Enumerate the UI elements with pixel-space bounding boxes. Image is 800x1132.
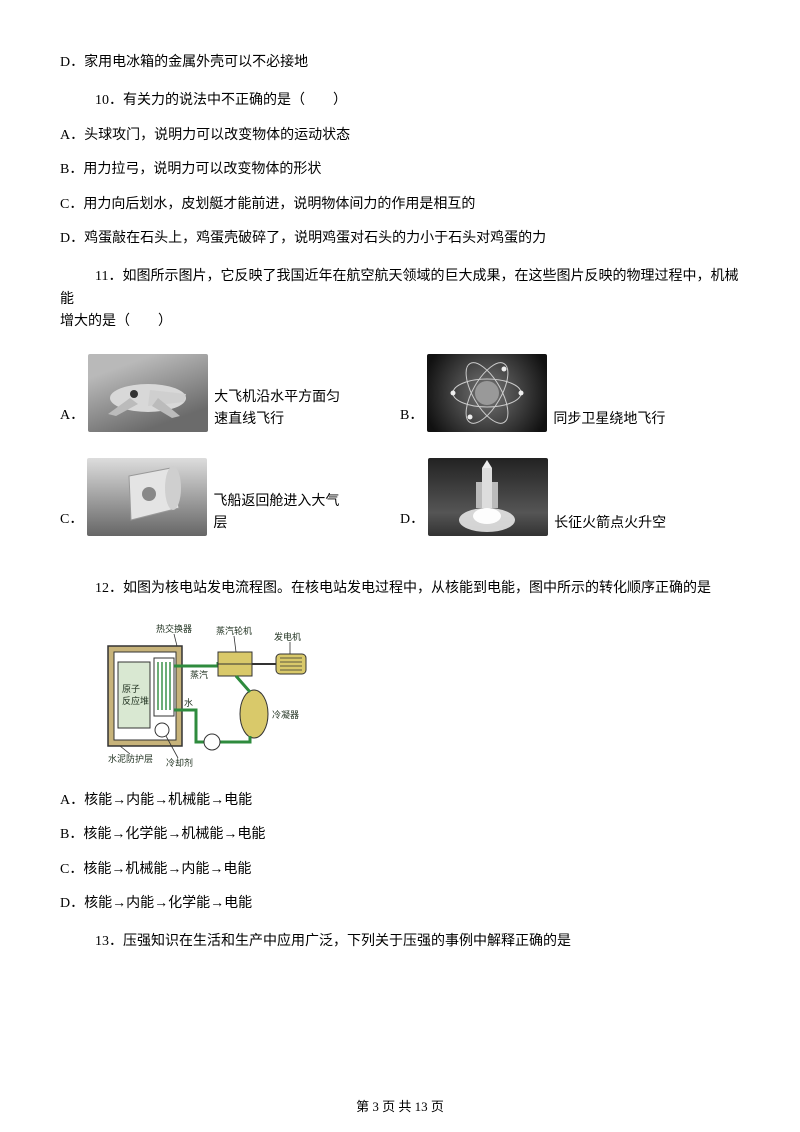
q11-options: A． 大飞机沿水平方面匀 速直线飞行 B． [60,354,740,562]
label-coolant: 冷却剂 [166,757,193,768]
q11-a-text2: 速直线飞行 [214,412,284,427]
capsule-image [87,458,207,536]
q10-option-a: A．头球攻门，说明力可以改变物体的运动状态 [60,125,740,147]
q11-stem: 11．如图所示图片，它反映了我国近年在航空航天领域的巨大成果，在这些图片反映的物… [60,266,740,333]
label-condenser: 冷凝器 [272,709,299,720]
q12-option-c: C．核能→机械能→内能→电能 [60,859,740,881]
label-shield: 水泥防护层 [108,753,153,764]
rocket-image [428,458,548,536]
q11-b-caption: 同步卫星绕地飞行 [553,409,665,431]
label-reactor: 原子 [122,684,140,694]
q12-option-a: A．核能→内能→机械能→电能 [60,790,740,812]
q11-c-text2: 层 [213,516,227,531]
exam-page: D．家用电冰箱的金属外壳可以不必接地 10．有关力的说法中不正确的是（ ） A．… [0,0,800,1132]
q11-option-a: A． 大飞机沿水平方面匀 速直线飞行 [60,354,400,432]
q11-option-c: C． 飞船返回舱进入大气 层 [60,458,400,536]
q11-b-letter: B． [400,405,423,427]
q12-option-d: D．核能→内能→化学能→电能 [60,893,740,915]
q11-a-text1: 大飞机沿水平方面匀 [214,390,340,405]
q12-option-b: B．核能→化学能→机械能→电能 [60,824,740,846]
q10-option-d: D．鸡蛋敲在石头上，鸡蛋壳破碎了，说明鸡蛋对石头的力小于石头对鸡蛋的力 [60,228,740,250]
q11-c-text1: 飞船返回舱进入大气 [213,494,339,509]
q11-c-letter: C． [60,509,83,531]
label-generator: 发电机 [274,631,301,642]
q12-stem: 12．如图为核电站发电流程图。在核电站发电过程中，从核能到电能，图中所示的转化顺… [60,578,740,600]
satellite-image [427,354,547,432]
q12-diagram: 热交换器 蒸汽轮机 发电机 原子 反应堆 蒸汽 [100,622,740,772]
label-heat-exchanger: 热交换器 [156,623,192,634]
airplane-image [88,354,208,432]
q11-a-caption: 大飞机沿水平方面匀 速直线飞行 [214,387,340,432]
q10-option-b: B．用力拉弓，说明力可以改变物体的形状 [60,159,740,181]
q11-c-caption: 飞船返回舱进入大气 层 [213,491,339,536]
q13-stem: 13．压强知识在生活和生产中应用广泛，下列关于压强的事例中解释正确的是 [60,931,740,953]
page-footer: 第 3 页 共 13 页 [0,1097,800,1118]
label-turbine: 蒸汽轮机 [216,625,252,636]
label-water: 水 [184,697,193,708]
label-steam: 蒸汽 [190,669,208,680]
q10-option-c: C．用力向后划水，皮划艇才能前进，说明物体间力的作用是相互的 [60,194,740,216]
q10-stem: 10．有关力的说法中不正确的是（ ） [60,90,740,112]
q11-d-letter: D． [400,509,424,531]
q11-d-caption: 长征火箭点火升空 [554,513,666,535]
q11-stem-line2: 增大的是（ ） [60,311,740,333]
q9-option-d: D．家用电冰箱的金属外壳可以不必接地 [60,52,740,74]
svg-text:反应堆: 反应堆 [122,695,149,706]
q11-option-b: B． 同步卫星绕地飞行 [400,354,740,432]
q11-stem-line1: 11．如图所示图片，它反映了我国近年在航空航天领域的巨大成果，在这些图片反映的物… [60,266,740,311]
q11-a-letter: A． [60,405,84,427]
q11-option-d: D． 长征火箭点火升空 [400,458,740,536]
